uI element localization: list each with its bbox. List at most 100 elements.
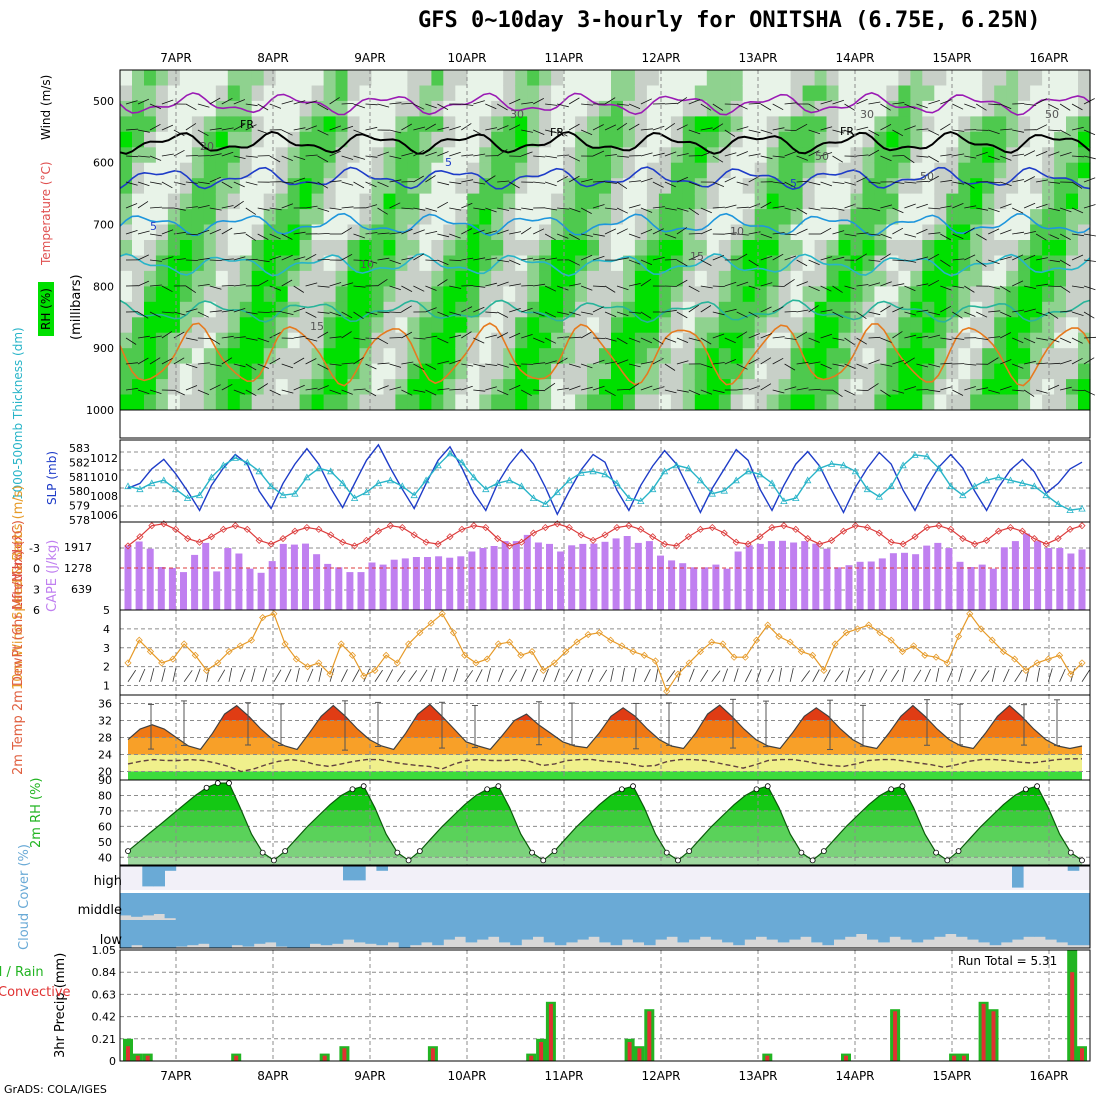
wind-barb: [197, 103, 210, 108]
wind-barb: [772, 127, 785, 131]
wind-barb: [1059, 152, 1072, 157]
rh-cell: [658, 317, 672, 334]
credit-label: GrADS: COLA/IGES: [4, 1083, 107, 1096]
rh-cell: [443, 116, 456, 133]
rh-cell: [874, 147, 887, 164]
precip-convective-bar: [1070, 972, 1075, 1061]
cape-bar: [268, 561, 276, 610]
rh-cell: [551, 70, 564, 87]
wind-barb: [916, 283, 929, 287]
rh-cell: [359, 224, 373, 241]
rh-cell: [958, 240, 971, 257]
wind-barb: [904, 203, 916, 209]
rh-cell: [1066, 379, 1079, 396]
rh-cell: [239, 379, 253, 396]
wind-barb: [437, 337, 449, 344]
wind-speed-point: [1011, 655, 1019, 663]
rh-cell: [455, 85, 468, 102]
rh-cell: [587, 162, 600, 179]
rh-cell: [754, 394, 768, 411]
rh-cell: [515, 270, 528, 287]
wind-barb: [736, 331, 748, 339]
wind-barb: [521, 257, 534, 261]
wind-barb: [1035, 203, 1048, 209]
rh-cell: [778, 394, 792, 411]
rh-cell: [623, 240, 636, 257]
rh-cell: [563, 286, 576, 303]
wind-barb: [832, 99, 845, 105]
wind-speed-point: [1067, 670, 1075, 678]
wind-barb: [904, 311, 917, 316]
rh-cell: [443, 379, 456, 396]
precip-convective-bar: [126, 1046, 130, 1061]
rh-cell: [239, 85, 253, 102]
rh-cell: [491, 363, 504, 380]
rh-cell: [814, 332, 828, 349]
rh-cell: [994, 286, 1007, 303]
cape-bar: [368, 562, 376, 610]
rh-cell: [958, 332, 971, 349]
rh-cell: [395, 301, 408, 318]
cape-bar: [468, 551, 476, 610]
wind-barb: [808, 337, 820, 343]
rh-cell: [706, 286, 720, 303]
contour-label: 50: [1045, 108, 1059, 121]
middle-cloud-bar: [922, 893, 935, 921]
rh-cell: [611, 178, 624, 195]
rh-cell: [287, 70, 301, 87]
wind-barb: [844, 129, 856, 136]
rh-cell: [431, 301, 444, 318]
rh-cell: [503, 379, 516, 396]
rh-cell: [826, 332, 840, 349]
wind-barb: [269, 233, 281, 240]
rh-cell: [455, 317, 468, 334]
rh-cell: [1042, 100, 1055, 117]
surface-wind-barb: [374, 669, 383, 682]
lifted-index-point: [935, 522, 943, 530]
rh-cell: [706, 131, 720, 148]
rh-cell: [515, 301, 528, 318]
wind-barb: [880, 155, 892, 162]
rh-cell: [658, 209, 672, 226]
wind-barb: [1000, 103, 1012, 110]
wind-barb: [305, 181, 318, 184]
rh-cell: [958, 85, 971, 102]
wind-barb: [616, 285, 629, 291]
thickness-point: [231, 454, 239, 461]
rh-cell: [239, 193, 253, 210]
rh-cell: [299, 209, 313, 226]
wind-barb: [185, 181, 198, 184]
rh-cell: [275, 131, 289, 148]
rh-cell: [587, 131, 600, 148]
wind-barb: [341, 103, 354, 105]
rh-cell: [994, 255, 1007, 272]
rh-cell: [179, 100, 193, 117]
wind-barb: [257, 233, 269, 240]
precip-convective-bar: [647, 1011, 652, 1061]
rh-cell: [730, 224, 744, 241]
rh-cell: [167, 363, 181, 380]
wind-barb: [772, 336, 785, 339]
rh-cell: [862, 332, 876, 349]
rh-cell: [144, 162, 157, 179]
low-cloud-bar: [978, 920, 991, 943]
surface-wind-barb: [711, 670, 721, 683]
rh-cell: [551, 147, 564, 164]
lifted-index-point: [362, 536, 371, 544]
rh-cell: [670, 85, 684, 102]
rh-cell: [718, 255, 732, 272]
low-cloud-bar: [655, 920, 667, 940]
rh-cell: [1006, 240, 1019, 257]
rh-cell: [814, 270, 828, 287]
rh-cell: [1066, 332, 1079, 349]
wind-barb: [389, 179, 402, 183]
rh-cell: [742, 286, 756, 303]
rh-cell: [215, 394, 229, 411]
rh-cell: [706, 394, 720, 411]
rh-cell: [551, 301, 564, 318]
rh-cell: [407, 394, 420, 411]
wind-barb: [1048, 181, 1061, 184]
rh-cell: [515, 116, 528, 133]
rh-cell: [790, 348, 804, 365]
rh-cell: [263, 348, 277, 365]
